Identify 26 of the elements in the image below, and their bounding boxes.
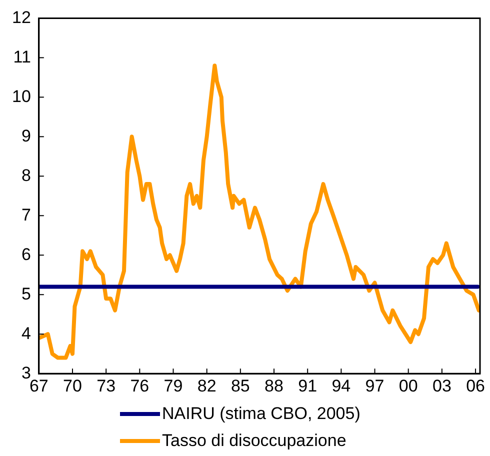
legend-label: Tasso di disoccupazione	[162, 430, 346, 450]
x-tick-label: 76	[130, 376, 150, 396]
x-tick-label: 85	[230, 376, 250, 396]
y-tick-label: 11	[13, 47, 31, 66]
y-tick-label: 3	[21, 363, 31, 382]
y-tick-label: 4	[21, 324, 31, 343]
x-tick-label: 79	[164, 376, 183, 396]
x-tick-label: 03	[432, 376, 452, 396]
x-tick-label: 06	[466, 376, 485, 396]
x-tick-label: 82	[197, 376, 216, 396]
y-tick-label: 12	[12, 8, 31, 27]
y-tick-label: 9	[21, 126, 31, 146]
y-tick-label: 10	[12, 86, 31, 106]
y-tick-label: 6	[21, 244, 31, 264]
x-tick-label: 67	[29, 376, 48, 396]
x-tick-label: 88	[264, 376, 284, 396]
legend-label: NAIRU (stima CBO, 2005)	[162, 404, 360, 424]
y-tick-label: 7	[21, 205, 31, 224]
y-tick-label: 5	[21, 284, 31, 304]
x-tick-label: 00	[398, 376, 418, 396]
x-tick-label: 73	[96, 376, 116, 396]
y-tick-label: 8	[21, 166, 31, 185]
x-tick-label: 94	[332, 376, 351, 396]
x-tick-label: 91	[298, 376, 318, 396]
x-tick-label: 97	[365, 376, 384, 396]
x-tick-label: 70	[63, 376, 82, 396]
